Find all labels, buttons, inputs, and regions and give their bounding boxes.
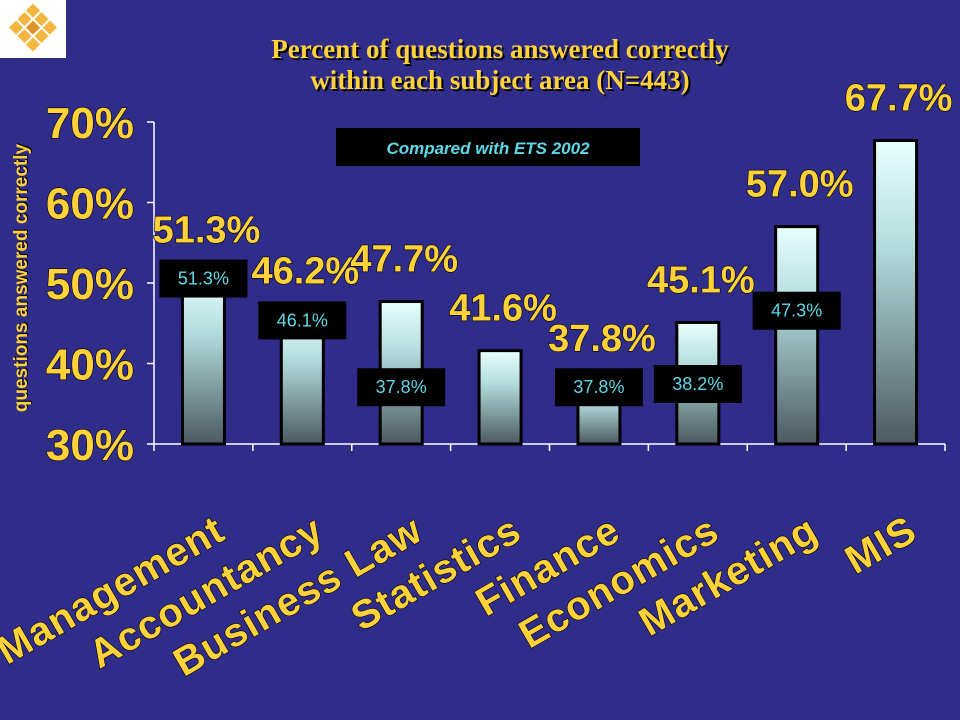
y-tick-label: 50% <box>46 260 134 309</box>
logo <box>0 0 66 58</box>
value-label: 46.2% <box>251 251 359 293</box>
comparison-label-text: 37.8% <box>573 377 624 397</box>
comparison-legend-text: Compared with ETS 2002 <box>386 139 590 158</box>
chart-title-line: Percent of questions answered correctly <box>271 34 729 64</box>
comparison-label: 38.2% <box>653 364 742 403</box>
comparison-label-box <box>258 301 347 340</box>
comparison-legend: Compared with ETS 2002 <box>336 128 640 166</box>
value-label: 67.7% <box>845 78 953 120</box>
y-tick-label: 30% <box>46 421 134 470</box>
value-label: 57.0% <box>746 164 854 206</box>
value-label: 37.8% <box>548 318 656 360</box>
comparison-label: 46.1% <box>258 301 347 340</box>
comparison-legend-box <box>336 128 640 166</box>
comparison-label-text: 37.8% <box>376 377 427 397</box>
category-label: MIS <box>838 508 924 583</box>
comparison-label: 51.3% <box>159 259 248 298</box>
y-tick-label: 70% <box>46 99 134 148</box>
bar <box>873 139 919 446</box>
value-labels: 51.3%46.2%47.7%41.6%37.8%45.1%57.0%67.7% <box>152 77 953 361</box>
comparison-labels: 51.3% 46.1% 37.8% 37.8% 38.2% 47.3% <box>159 259 841 407</box>
y-tick-labels: 30% 40% 50% 60% 70% <box>45 98 134 470</box>
bar <box>477 349 523 446</box>
bars <box>180 139 919 446</box>
bar <box>180 271 226 446</box>
value-label: 47.7% <box>350 239 458 281</box>
y-tick-label: 60% <box>46 180 134 229</box>
comparison-label-text: 46.1% <box>277 310 328 330</box>
value-label: 41.6% <box>449 288 557 330</box>
comparison-label-box <box>554 368 643 407</box>
chart-title: Percent of questions answered correctly … <box>160 34 840 96</box>
value-label: 51.3% <box>153 210 261 252</box>
value-label: 45.1% <box>647 259 755 301</box>
comparison-label-text: 38.2% <box>672 374 723 394</box>
chart-title-line: within each subject area (N=443) <box>310 65 690 95</box>
bar <box>774 225 820 446</box>
y-tick-label: 40% <box>46 341 134 390</box>
diamond-lattice-logo-icon <box>8 3 58 52</box>
comparison-label: 37.8% <box>357 368 446 407</box>
comparison-label-box <box>653 364 742 403</box>
comparison-label: 37.8% <box>554 368 643 407</box>
comparison-label-text: 51.3% <box>178 269 229 289</box>
comparison-label-box <box>357 368 446 407</box>
comparison-label-text: 47.3% <box>771 301 822 321</box>
comparison-label: 47.3% <box>752 291 841 330</box>
comparison-label-box <box>159 259 248 298</box>
comparison-label-box <box>752 291 841 330</box>
